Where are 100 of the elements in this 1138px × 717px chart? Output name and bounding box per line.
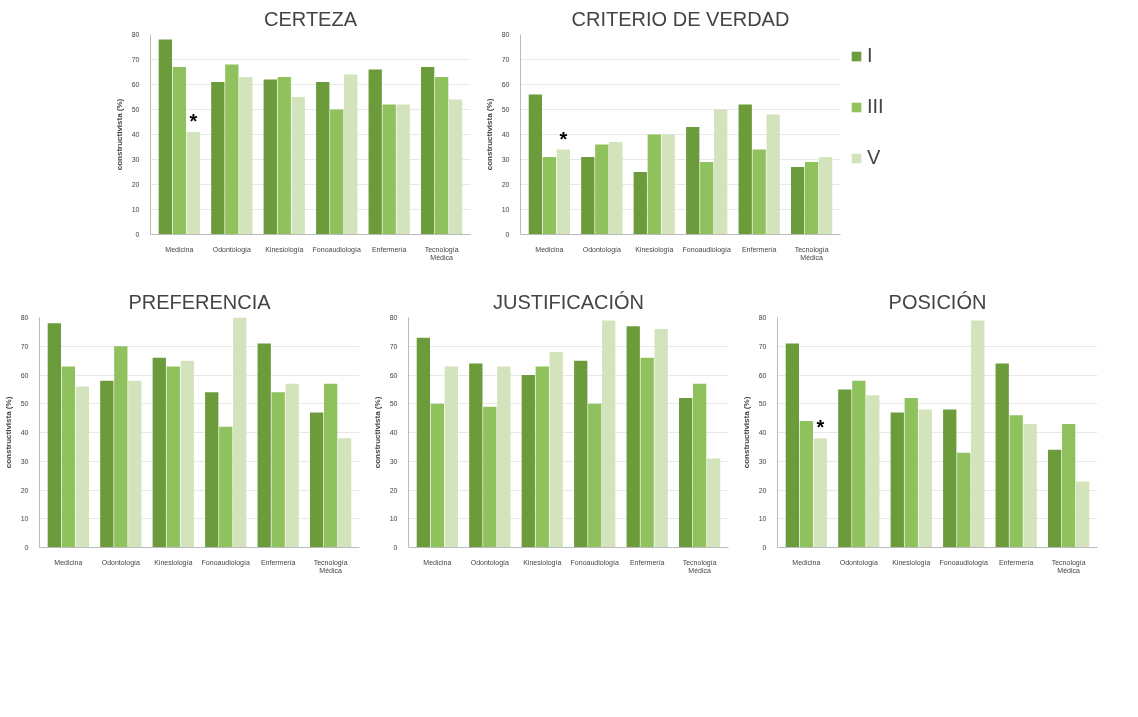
bar <box>766 114 780 235</box>
bar <box>1048 449 1062 548</box>
bar <box>271 392 285 548</box>
bar <box>706 458 721 548</box>
bar <box>542 157 556 235</box>
bar <box>239 77 253 235</box>
bar <box>396 104 410 235</box>
bar <box>114 346 128 548</box>
annotation: * <box>816 416 825 439</box>
bar <box>813 438 827 548</box>
bar <box>890 412 904 548</box>
bar <box>957 452 971 548</box>
bar <box>61 366 75 548</box>
bar <box>521 375 535 548</box>
bar <box>818 157 833 235</box>
bar <box>838 389 852 548</box>
bar <box>277 77 291 235</box>
chart-title: PREFERENCIA <box>128 290 272 313</box>
bar <box>263 79 277 235</box>
bar <box>158 39 173 235</box>
chart-title: CRITERIO DE VERDAD <box>571 7 790 30</box>
bar <box>904 398 918 548</box>
bar <box>633 172 647 235</box>
bar <box>549 352 563 548</box>
bar <box>602 320 616 548</box>
bar <box>421 67 435 235</box>
chart-title: POSICIÓN <box>888 290 987 313</box>
bar <box>291 97 305 235</box>
bar <box>661 134 675 235</box>
y-axis-title: constructivista (%) <box>114 98 124 171</box>
bar <box>700 162 714 235</box>
bar <box>172 67 186 235</box>
bar <box>574 360 588 548</box>
bar <box>528 94 543 235</box>
bar <box>752 149 766 235</box>
y-axis-title: constructivista (%) <box>3 396 13 469</box>
annotation: * <box>559 127 568 150</box>
bar <box>791 167 805 235</box>
bar <box>609 142 623 235</box>
bar <box>316 82 330 235</box>
bar <box>205 392 219 548</box>
bar <box>382 104 396 235</box>
bar <box>714 109 728 235</box>
bar <box>337 438 352 548</box>
bar <box>852 380 866 548</box>
legend-label: V <box>867 146 882 169</box>
bar <box>647 134 661 235</box>
bar <box>152 357 166 548</box>
bar <box>186 132 200 235</box>
bar <box>535 366 549 548</box>
bar <box>233 317 247 548</box>
bar <box>330 109 344 235</box>
legend-label: I <box>867 44 874 67</box>
bar <box>430 403 444 548</box>
bar <box>595 144 609 235</box>
bar <box>225 64 239 235</box>
bar <box>310 412 324 548</box>
bar <box>785 343 800 548</box>
bar <box>469 363 483 548</box>
bar <box>799 421 813 548</box>
bar <box>368 69 382 235</box>
bar <box>219 426 233 548</box>
bar <box>128 380 142 548</box>
bar <box>588 403 602 548</box>
bar <box>581 157 595 235</box>
bar <box>640 357 654 548</box>
y-axis-title: constructivista (%) <box>484 98 494 171</box>
bar <box>1009 415 1023 548</box>
bar <box>435 77 449 235</box>
bar <box>805 162 819 235</box>
bar <box>448 99 463 235</box>
bar <box>100 380 114 548</box>
bar <box>1075 481 1090 548</box>
bar <box>483 406 497 548</box>
bar <box>971 320 985 548</box>
bar <box>75 386 89 548</box>
bar <box>344 74 358 235</box>
bar <box>995 363 1009 548</box>
bar <box>180 360 194 548</box>
bar <box>943 409 957 548</box>
chart-title: JUSTIFICACIÓN <box>492 290 645 313</box>
bar <box>47 323 62 548</box>
bar <box>211 82 225 235</box>
bar <box>1023 423 1037 548</box>
bar <box>626 326 640 548</box>
annotation: * <box>189 110 198 132</box>
bar <box>1062 423 1076 548</box>
y-axis-title: constructivista (%) <box>741 396 751 469</box>
bar <box>654 329 668 548</box>
bar <box>679 398 693 548</box>
bar <box>918 409 932 548</box>
bar <box>866 395 880 548</box>
bar <box>738 104 752 235</box>
bar <box>497 366 511 548</box>
legend-label: III <box>867 95 885 118</box>
bar <box>324 383 338 548</box>
chart-title: CERTEZA <box>264 7 358 30</box>
bar <box>166 366 180 548</box>
bar <box>257 343 271 548</box>
bar <box>686 127 700 235</box>
